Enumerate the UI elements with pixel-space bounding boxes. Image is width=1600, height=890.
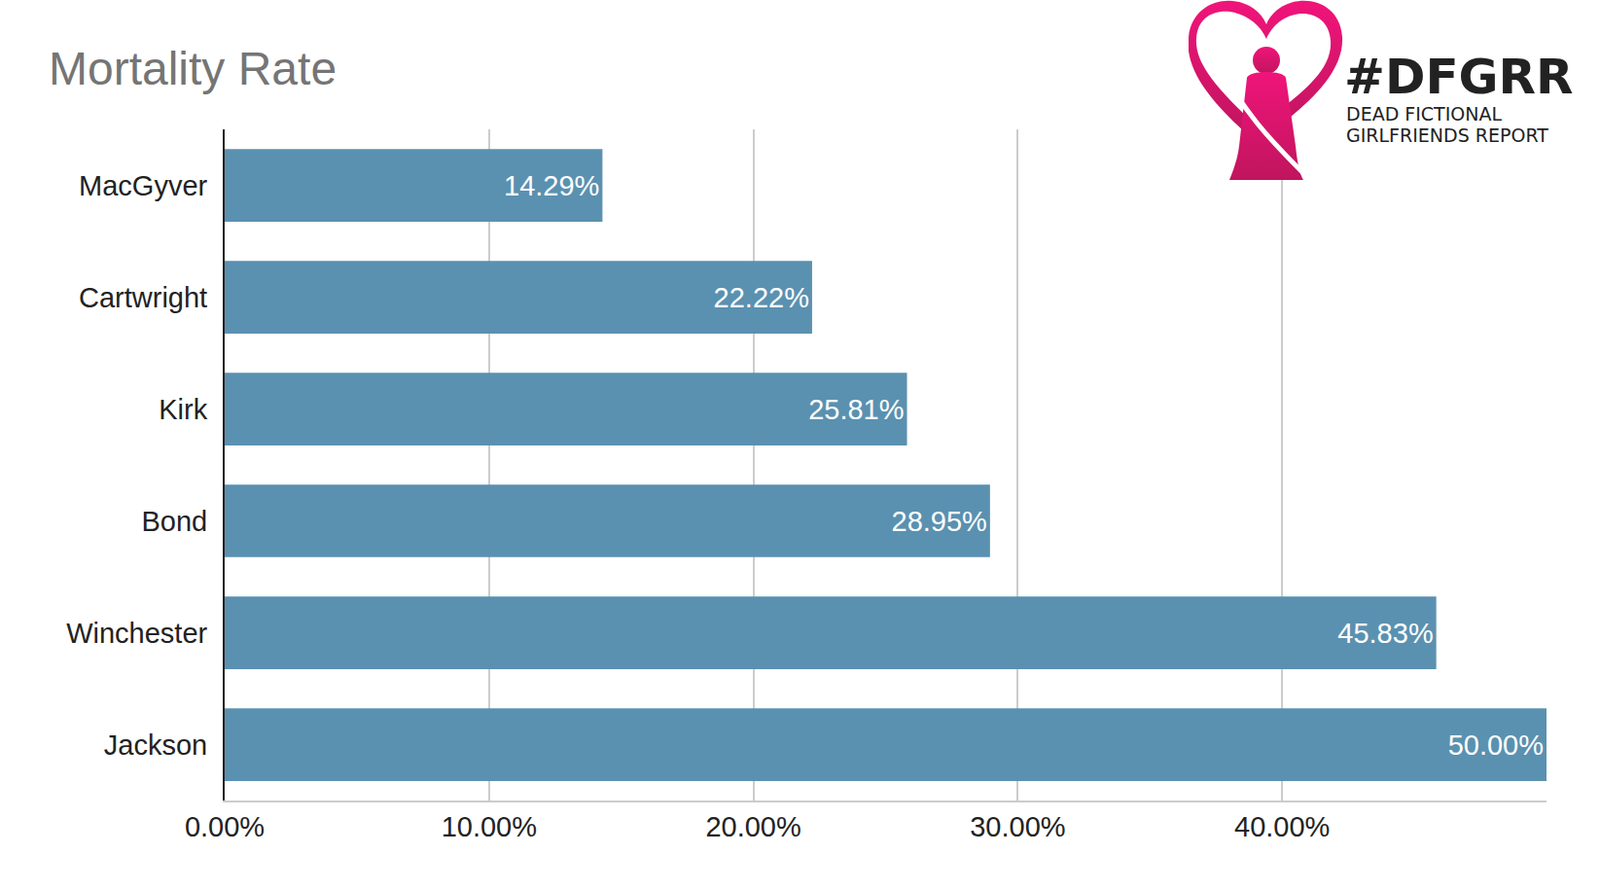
- svg-text:0.00%: 0.00%: [184, 811, 265, 843]
- svg-text:DEAD FICTIONAL: DEAD FICTIONAL: [1346, 103, 1502, 125]
- svg-text:20.00%: 20.00%: [705, 811, 801, 843]
- svg-text:Winchester: Winchester: [66, 617, 208, 649]
- svg-text:45.83%: 45.83%: [1337, 617, 1433, 649]
- svg-text:40.00%: 40.00%: [1234, 811, 1330, 843]
- svg-text:Bond: Bond: [141, 505, 208, 537]
- svg-text:10.00%: 10.00%: [441, 811, 537, 843]
- svg-text:Jackson: Jackson: [104, 729, 208, 761]
- svg-text:GIRLFRIENDS REPORT: GIRLFRIENDS REPORT: [1346, 124, 1549, 146]
- svg-text:Mortality Rate: Mortality Rate: [48, 42, 337, 95]
- svg-text:30.00%: 30.00%: [969, 811, 1066, 843]
- svg-text:28.95%: 28.95%: [891, 505, 988, 537]
- svg-text:14.29%: 14.29%: [503, 170, 600, 202]
- svg-text:Kirk: Kirk: [158, 393, 208, 426]
- svg-text:22.22%: 22.22%: [713, 282, 810, 314]
- svg-text:MacGyver: MacGyver: [78, 170, 208, 202]
- svg-text:25.81%: 25.81%: [808, 393, 904, 426]
- svg-text:#DFGRR: #DFGRR: [1344, 48, 1574, 106]
- svg-text:50.00%: 50.00%: [1448, 729, 1544, 761]
- svg-text:Cartwright: Cartwright: [78, 282, 208, 314]
